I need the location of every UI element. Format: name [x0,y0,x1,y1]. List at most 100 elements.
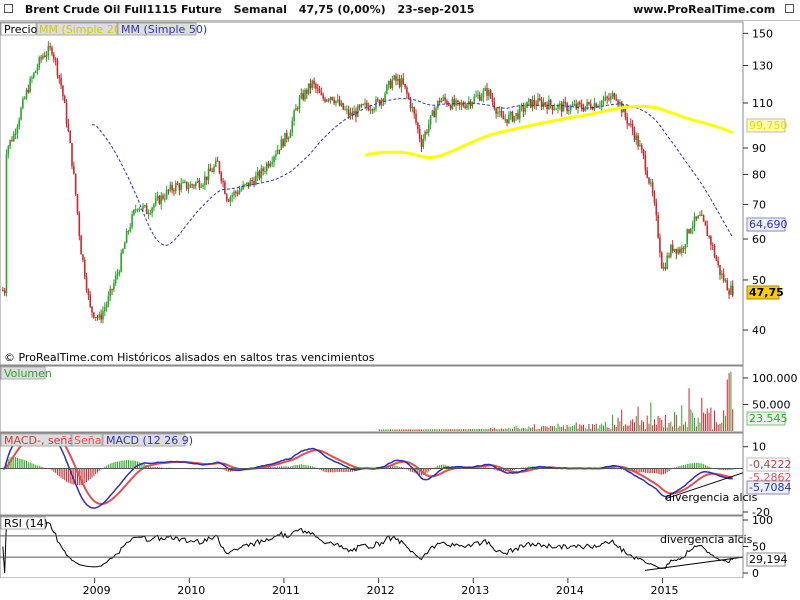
candle-body [202,184,204,187]
candle-body [721,273,723,276]
candle-body [711,244,714,246]
candle-body [31,77,33,79]
candle-body [477,94,479,96]
candle-body [657,215,659,238]
candle-body [244,184,246,186]
date-label: 23-sep-2015 [397,3,475,16]
candle-body [447,104,450,106]
candle-body [178,184,181,191]
legend-ma200: MM (Simple 200) [39,23,132,36]
candle-body [304,90,306,100]
candle-body [544,102,547,105]
candle-body [193,185,195,187]
last-price: 47,75 [749,286,784,299]
macd-hist-box [746,457,790,472]
candle-body [47,46,50,56]
candle-body [695,216,698,219]
candle-body [324,98,326,102]
price-tick-label: 130 [752,59,773,72]
candle-body [138,208,141,210]
candle-body [367,106,370,111]
candle-body [344,109,346,111]
candle-body [633,130,636,140]
candle-body [691,225,694,229]
candle-body [589,104,592,109]
candle-body [506,119,508,124]
candle-body [504,119,507,121]
candle-body [446,100,448,105]
candle-body [626,116,628,124]
candle-body [53,54,55,59]
candle-body [624,107,627,117]
candle-body [260,168,263,179]
candle-body [311,80,314,89]
candle-body [690,228,692,234]
candle-body [147,213,150,215]
candle-body [296,108,299,110]
candle-body [100,314,102,320]
price-panel [0,21,744,366]
candle-body [395,75,397,81]
candle-body [107,296,110,305]
candle-body [417,122,419,129]
candle-body [233,191,235,196]
candle-body [471,102,474,107]
candle-body [515,113,517,116]
candle-body [728,290,730,295]
candle-body [433,110,436,118]
candle-body [437,100,439,109]
candle-body [54,58,57,60]
candle-body [495,108,497,114]
candle-body [142,205,144,210]
window-box-icon[interactable] [4,4,13,13]
rsi-tick-label: 100 [752,514,773,527]
x-tick-label: 2013 [461,584,489,597]
candle-body [668,255,670,257]
chart-svg[interactable]: 40 50 60 70 80 90 110 130 150 50.000 100.000 10 -201… [0,21,800,600]
legend-signal: Señal [74,434,105,447]
candle-body [502,116,505,120]
candle-body [29,78,31,93]
candle-body [591,108,594,110]
candle-body [693,216,696,226]
price-tick-label: 40 [752,324,766,337]
candle-body [235,191,237,193]
candle-body [289,132,292,138]
candle-body [256,171,259,176]
candle-body [229,196,232,202]
candle-body [338,99,341,106]
candle-body [631,123,634,131]
candle-body [731,285,734,296]
candle-body [165,189,168,199]
price-label: 47,75 (0,00%) [298,3,386,16]
candle-body [659,237,661,253]
candle-body [373,108,375,111]
candle-body [291,120,294,133]
rsi-tick-label: 50 [752,541,766,554]
window-box-icon[interactable] [785,4,794,13]
candle-body [670,244,672,257]
candle-body [573,104,576,106]
candle-body [34,71,37,73]
candle-body [671,244,674,251]
candle-body [562,101,565,112]
candle-body [700,214,703,216]
macd-legend: MACD-, señal Señal MACD (12 26 9) [0,433,193,447]
instrument-title: Brent Crude Oil Full1115 Future [24,3,222,16]
candle-body [673,248,676,251]
candle-body [191,184,193,186]
candle-body [240,189,243,191]
candle-body [103,307,106,312]
candle-body [307,83,310,94]
candle-body [174,183,177,192]
legend-rsi: RSI (14) [4,517,48,530]
candle-body [118,271,121,274]
candle-body [255,175,257,185]
candle-body [127,230,130,232]
candle-body [704,220,707,226]
candle-body [225,194,228,201]
candle-body [93,312,95,318]
candle-body [51,47,53,55]
candle-body [466,104,468,109]
candle-body [189,184,192,188]
